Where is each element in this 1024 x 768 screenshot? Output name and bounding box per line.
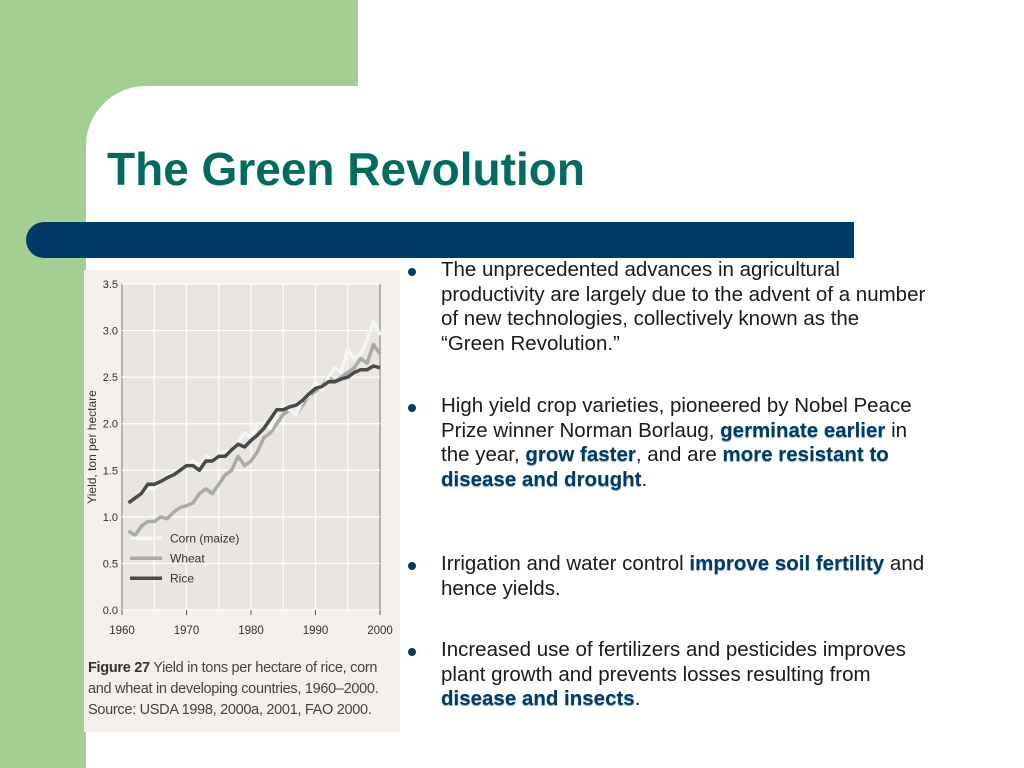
bullet-text-part: The unprecedented advances in agricultur…	[441, 258, 926, 355]
bullet-item: High yield crop varieties, pioneered by …	[408, 394, 928, 492]
highlight-text: disease and insects	[441, 687, 635, 710]
legend-label: Rice	[170, 571, 194, 585]
bullet-text-part: .	[634, 687, 641, 710]
bullet-icon	[408, 562, 416, 570]
bullet-text-part: , and are	[635, 443, 723, 466]
bullet-text: High yield crop varieties, pioneered by …	[441, 394, 912, 491]
legend-label: Wheat	[170, 551, 205, 565]
highlight-text: more resistant to disease and drought	[441, 443, 889, 491]
y-tick-label: 2.0	[103, 419, 118, 431]
bullet-item: Increased use of fertilizers and pestici…	[408, 638, 928, 712]
bullet-text-part: High yield crop varieties, pioneered by …	[441, 394, 912, 442]
y-tick-label: 1.0	[103, 512, 118, 524]
y-tick-label: 1.5	[103, 465, 118, 477]
figure-caption-text: Yield in tons per hectare of rice, corn …	[88, 660, 379, 718]
y-tick-label: 3.0	[103, 326, 118, 338]
bullet-text-part: and hence yields.	[441, 552, 925, 600]
x-tick-label: 2000	[367, 625, 393, 637]
bullet-text: Irrigation and water control improve soi…	[441, 552, 924, 600]
bullet-item: Irrigation and water control improve soi…	[408, 552, 928, 601]
legend-label: Corn (maize)	[170, 531, 239, 545]
bullet-text-part: Irrigation and water control	[441, 552, 690, 575]
highlight-text: grow faster	[525, 443, 636, 466]
bullet-icon	[408, 648, 416, 656]
x-tick-label: 1980	[238, 625, 264, 637]
bullet-icon	[408, 404, 416, 412]
bullet-text-part: in the year,	[441, 418, 908, 467]
slide-top-white-area	[358, 0, 1024, 86]
bullet-text-part: Increased use of fertilizers and pestici…	[441, 638, 906, 686]
bullet-text: Increased use of fertilizers and pestici…	[441, 638, 906, 710]
yield-chart: 0.0 0.5 1.0 1.5 2.0 2.5 3.0 3.5 1960 1970 1980 1990…	[85, 279, 393, 637]
x-tick-label: 1990	[303, 625, 329, 637]
bullet-icon	[408, 268, 416, 276]
bullet-item: The unprecedented advances in agricultur…	[408, 258, 928, 356]
highlight-text: improve soil fertility	[689, 552, 885, 575]
figure: 0.0 0.5 1.0 1.5 2.0 2.5 3.0 3.5 1960 1970 1980 1990…	[84, 270, 400, 732]
figure-caption-label: Figure 27	[88, 660, 150, 676]
figure-caption: Figure 27 Yield in tons per hectare of r…	[88, 658, 396, 721]
y-tick-label: 2.5	[103, 372, 118, 384]
y-tick-label: 0.0	[103, 605, 118, 617]
bullet-text-part: .	[641, 467, 648, 491]
y-axis-label: Yield, ton per hectare	[85, 390, 99, 504]
highlight-text: germinate earlier	[720, 418, 886, 442]
slide-title: The Green Revolution	[107, 143, 585, 195]
x-tick-label: 1960	[109, 625, 135, 637]
y-tick-label: 0.5	[103, 558, 118, 570]
y-tick-label: 3.5	[103, 279, 118, 291]
bullet-text: The unprecedented advances in agricultur…	[441, 258, 925, 355]
x-tick-label: 1970	[174, 625, 200, 637]
title-underline-bar	[26, 222, 854, 258]
series-line-rice	[127, 364, 381, 505]
